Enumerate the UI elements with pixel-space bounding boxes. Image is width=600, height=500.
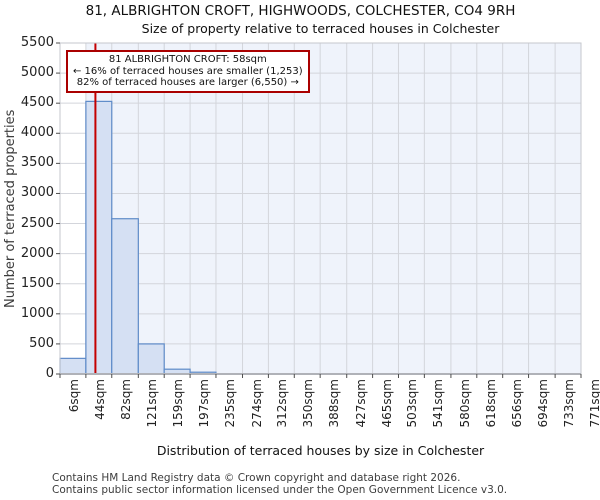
histogram-bar [59, 357, 87, 375]
y-axis-title: Number of terraced properties [3, 109, 18, 308]
y-tick-label: 4000 [20, 125, 54, 141]
y-tick-label: 2000 [20, 245, 54, 261]
y-tick-label: 1500 [20, 275, 54, 291]
x-tick-label: 6sqm [67, 379, 81, 413]
footer: Contains HM Land Registry data © Crown c… [52, 472, 507, 496]
y-tick-label: 0 [45, 366, 54, 381]
x-tick-label: 197sqm [197, 379, 212, 428]
x-tick-label: 465sqm [379, 379, 394, 428]
footer-line-1: Contains HM Land Registry data © Crown c… [52, 472, 461, 484]
x-tick-label: 541sqm [431, 379, 446, 428]
x-tick-label: 503sqm [405, 379, 420, 428]
x-tick-label: 82sqm [118, 379, 133, 420]
annotation-line-1: 81 ALBRIGHTON CROFT: 58sqm [108, 54, 267, 65]
histogram-bar [85, 100, 113, 375]
y-tick-label: 500 [29, 335, 54, 351]
x-tick-label: 121sqm [145, 379, 160, 428]
x-tick-label: 656sqm [509, 379, 524, 428]
histogram-bar [111, 218, 139, 375]
y-tick-label: 5000 [20, 65, 54, 81]
x-tick-label: 427sqm [353, 379, 368, 428]
histogram-bar [137, 343, 165, 375]
y-tick-label: 4500 [20, 95, 54, 111]
x-tick-label: 618sqm [483, 379, 498, 428]
x-tick-label: 388sqm [327, 379, 342, 428]
y-tick-label: 3000 [20, 185, 54, 201]
x-tick-label: 733sqm [562, 379, 577, 428]
chart-title: 81, ALBRIGHTON CROFT, HIGHWOODS, COLCHES… [85, 3, 516, 19]
x-axis-title: Distribution of terraced houses by size … [156, 443, 485, 458]
x-tick-label: 694sqm [535, 379, 550, 428]
x-tick-label: 580sqm [457, 379, 472, 428]
x-tick-label: 771sqm [588, 379, 600, 428]
x-tick-label: 274sqm [249, 379, 264, 428]
annotation-line-3: 82% of terraced houses are larger (6,550… [76, 77, 299, 88]
y-tick-label: 5500 [20, 35, 54, 50]
y-tick-label: 1000 [20, 305, 54, 321]
annotation-box: 81 ALBRIGHTON CROFT: 58sqm ← 16% of terr… [66, 50, 310, 93]
x-tick-label: 235sqm [222, 379, 237, 428]
chart-subtitle: Size of property relative to terraced ho… [141, 21, 500, 36]
y-tick-label: 3500 [20, 155, 54, 171]
y-tick-label: 2500 [20, 215, 54, 231]
x-tick-label: 159sqm [171, 379, 186, 428]
highlight-region [85, 43, 582, 374]
x-tick-label: 44sqm [92, 379, 107, 420]
x-tick-label: 350sqm [301, 379, 316, 428]
footer-line-2: Contains public sector information licen… [52, 484, 508, 496]
x-tick-label: 312sqm [275, 379, 290, 428]
annotation-line-2: ← 16% of terraced houses are smaller (1,… [73, 65, 303, 77]
